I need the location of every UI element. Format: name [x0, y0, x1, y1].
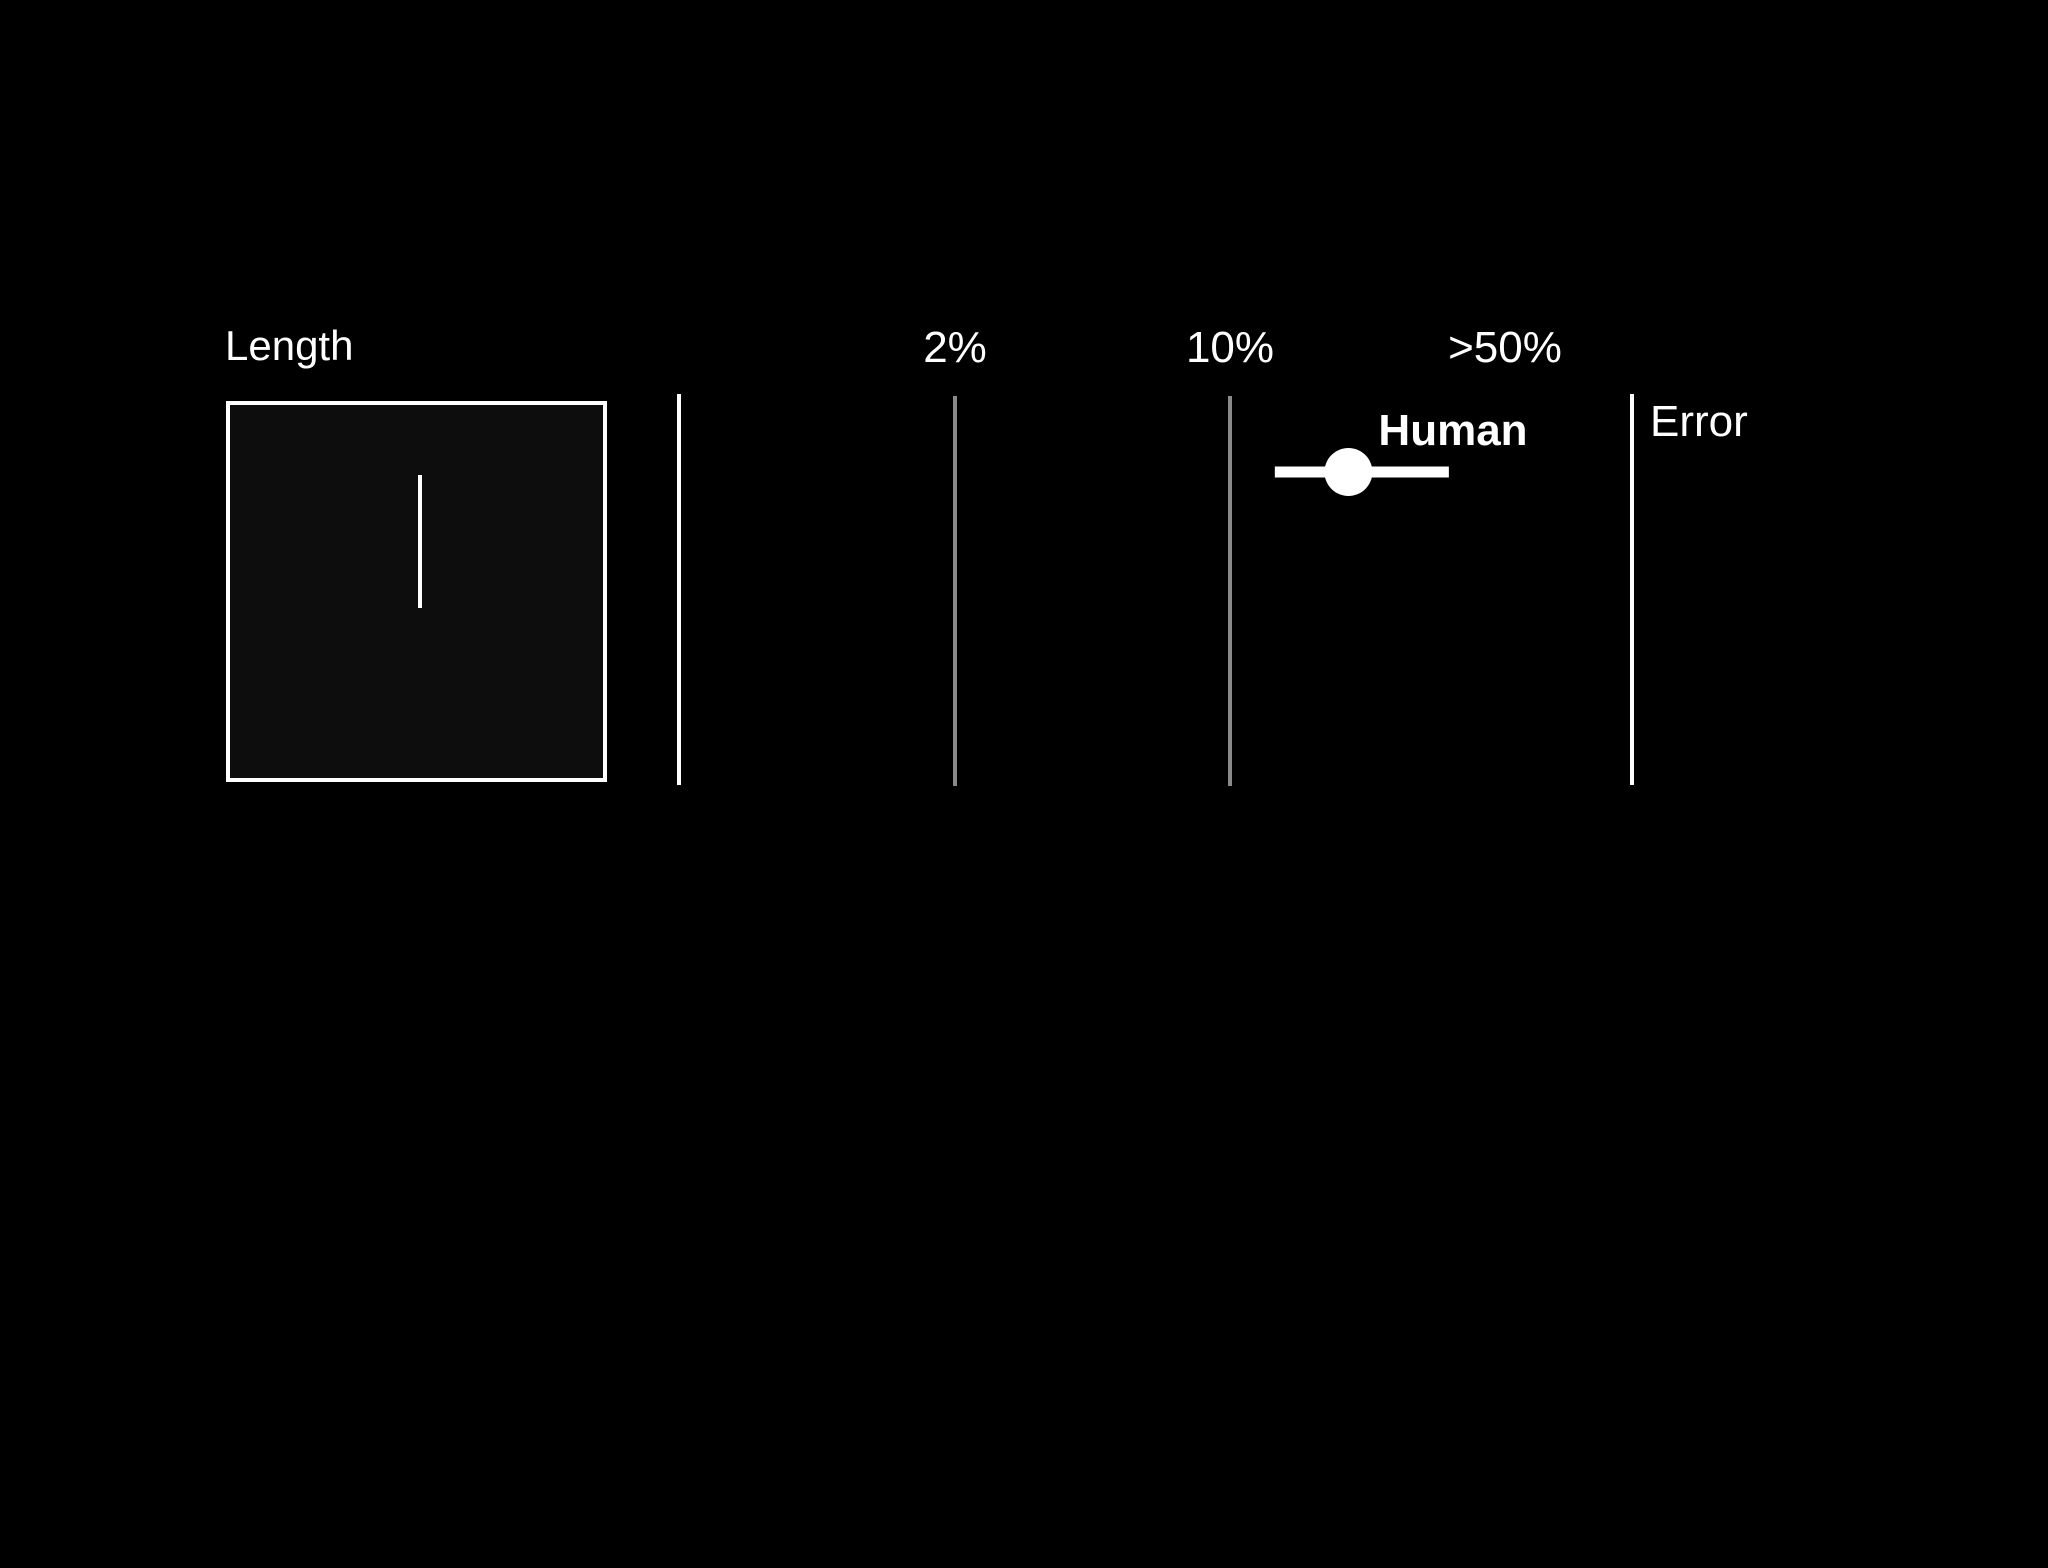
grid-layer: 2% 10% >50%: [923, 323, 1562, 786]
panel-label: Length: [225, 322, 353, 369]
tick-label-2: 10%: [1186, 323, 1274, 372]
points-layer: Human: [1274, 406, 1528, 496]
tick-label-1: 2%: [923, 323, 987, 372]
data-label-1: Human: [1378, 406, 1527, 455]
stimulus-box: [226, 401, 607, 782]
tick-label-3: >50%: [1448, 323, 1562, 372]
data-point-1: [1324, 448, 1373, 496]
error-label: Error: [1650, 397, 1748, 446]
